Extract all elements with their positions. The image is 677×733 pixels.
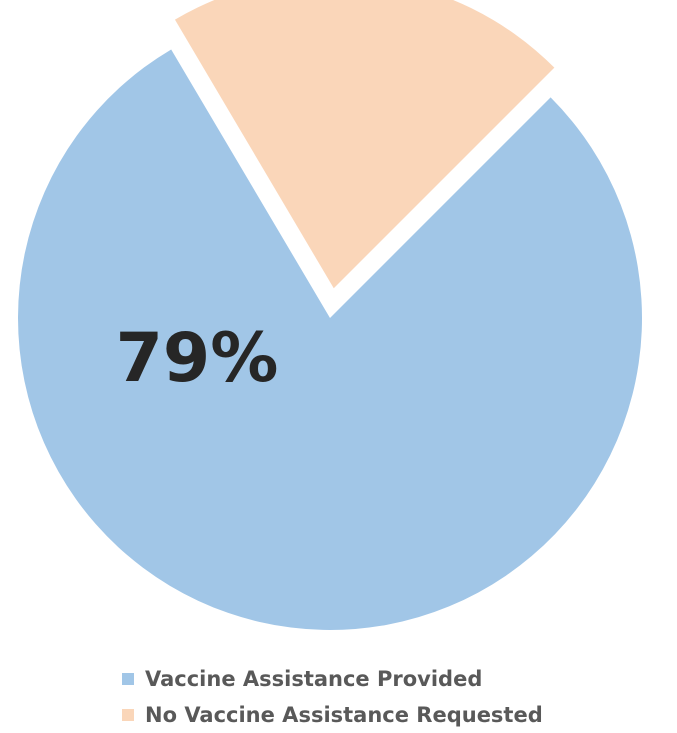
legend-swatch-no-vaccine-assistance-requested xyxy=(122,709,134,721)
legend-item-vaccine-assistance-provided: Vaccine Assistance Provided xyxy=(122,661,543,697)
legend: Vaccine Assistance Provided No Vaccine A… xyxy=(122,661,543,733)
legend-label-vaccine-assistance-provided: Vaccine Assistance Provided xyxy=(145,667,483,691)
pie-slice-no-vaccine-assistance-requested xyxy=(174,0,555,289)
legend-label-no-vaccine-assistance-requested: No Vaccine Assistance Requested xyxy=(145,703,543,727)
data-label-vaccine-assistance-provided: 79% xyxy=(116,319,279,398)
pie-slice-vaccine-assistance-provided xyxy=(18,49,643,630)
pie-chart: 79% xyxy=(18,0,643,630)
pie-slices xyxy=(18,0,643,630)
legend-item-no-vaccine-assistance-requested: No Vaccine Assistance Requested xyxy=(122,697,543,733)
legend-swatch-vaccine-assistance-provided xyxy=(122,673,134,685)
pie-data-labels: 79% xyxy=(116,319,279,398)
